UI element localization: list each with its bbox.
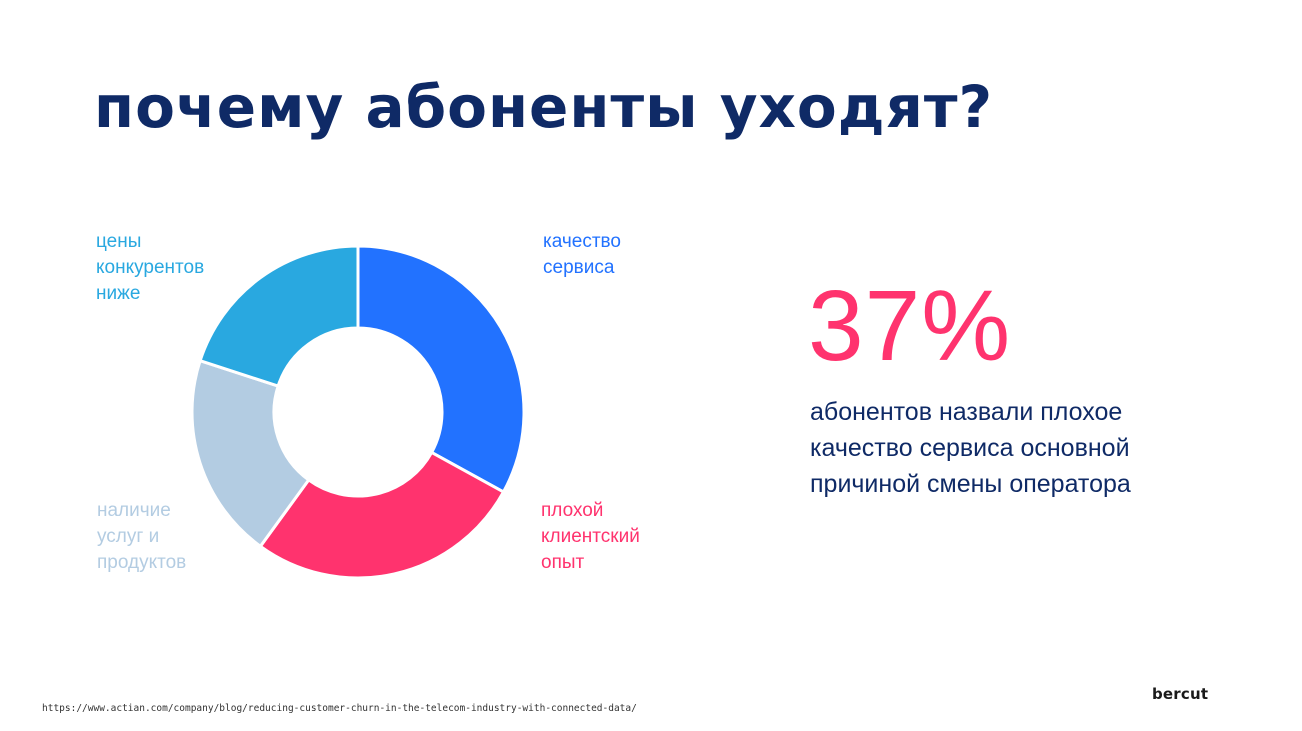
- slice-label-competitor-prices: цены конкурентов ниже: [96, 231, 205, 304]
- slice-competitor-prices: [198, 244, 360, 388]
- stat-percentage: 37%: [808, 270, 1012, 382]
- stat-description: абонентов назвали плохое качество сервис…: [810, 398, 1131, 498]
- page-title: почему абоненты уходят?: [94, 73, 994, 141]
- source-link[interactable]: https://www.actian.com/company/blog/redu…: [42, 703, 637, 714]
- slice-label-service-quality: качество сервиса: [543, 231, 621, 278]
- slice-service-quality: [356, 244, 526, 495]
- slice-bad-customer-experience: [258, 450, 506, 580]
- slice-services-products: [190, 358, 311, 549]
- donut-chart: [190, 244, 526, 580]
- brand-logo: bercut: [1152, 685, 1209, 703]
- slice-label-services-products: наличие услуг и продуктов: [97, 500, 187, 573]
- slice-label-bad-customer-experience: плохой клиентский опыт: [541, 500, 640, 573]
